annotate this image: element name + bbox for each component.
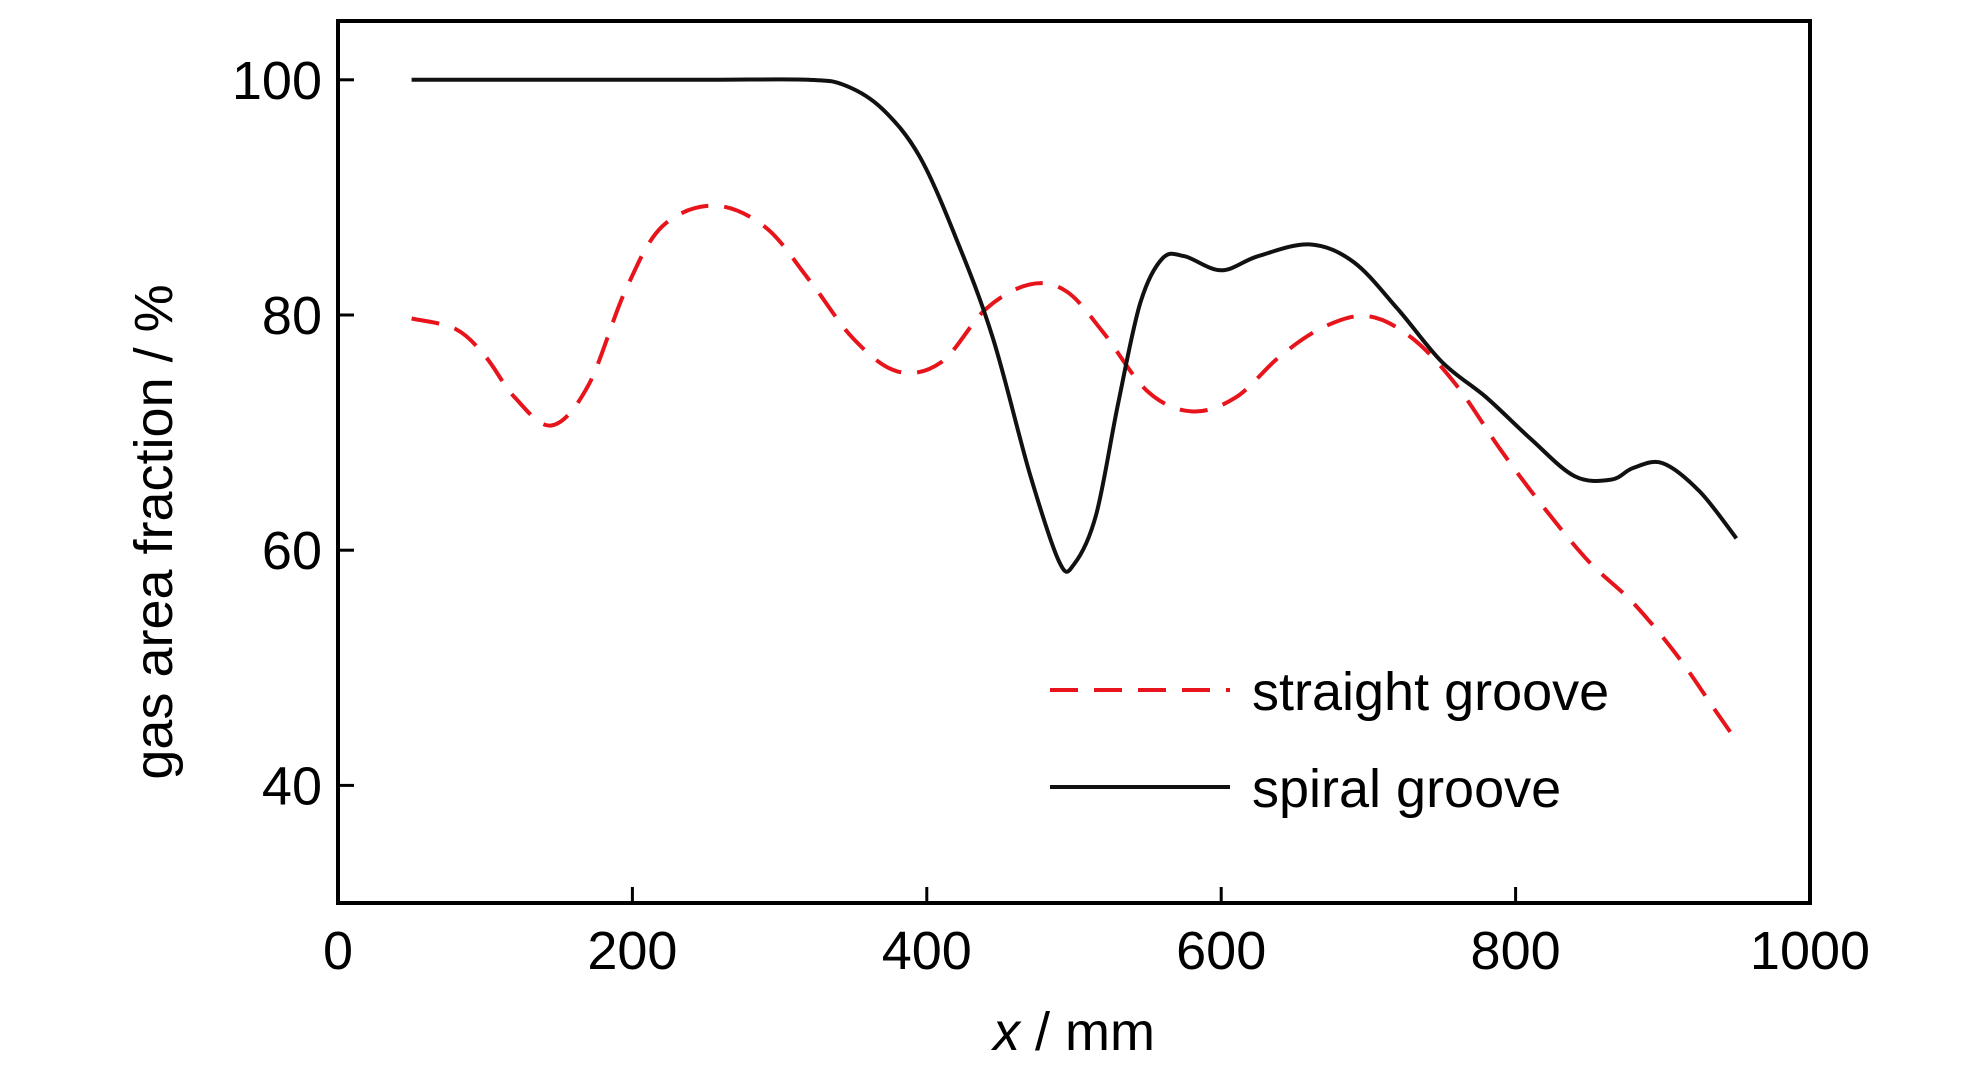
legend-label-spiral-groove: spiral groove: [1252, 759, 1561, 819]
x-tick-label: 600: [1176, 921, 1266, 981]
y-tick-label: 80: [262, 286, 322, 346]
x-tick-label: 0: [323, 921, 353, 981]
y-tick-label: 40: [262, 756, 322, 816]
y-tick-label: 100: [232, 51, 322, 111]
plot-marks: [411, 77, 1739, 742]
x-tick-label: 400: [882, 921, 972, 981]
x-tick-label: 200: [587, 921, 677, 981]
legend-label-straight-groove: straight groove: [1252, 662, 1609, 722]
x-axis-label-variable: x: [990, 1002, 1022, 1062]
axis-ticks: 0 200 400 600 800 1000 40 60 80 100: [232, 51, 1870, 981]
legend: straight groove spiral groove: [1050, 650, 1668, 840]
y-axis-label: gas area fraction / %: [124, 284, 184, 779]
x-axis-label-unit: / mm: [1020, 1002, 1155, 1062]
series-line-straight-groove: [411, 203, 1739, 742]
y-tick-label: 60: [262, 521, 322, 581]
legend-background: [1238, 650, 1668, 840]
plot-frame: [336, 19, 1812, 905]
series-line-spiral-groove: [411, 77, 1738, 574]
x-axis-label: x / mm: [990, 1002, 1155, 1062]
x-tick-label: 1000: [1750, 921, 1870, 981]
x-tick-label: 800: [1471, 921, 1561, 981]
